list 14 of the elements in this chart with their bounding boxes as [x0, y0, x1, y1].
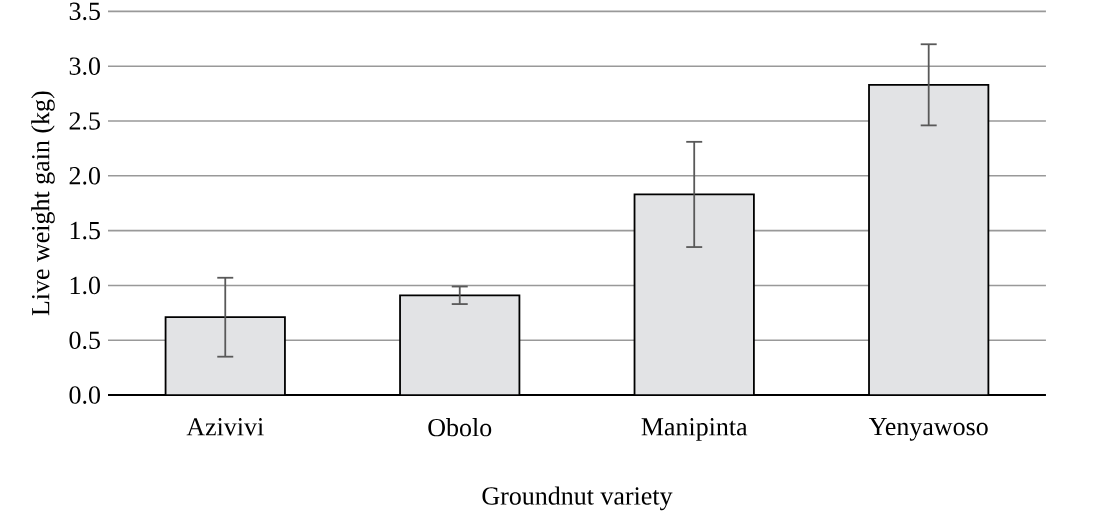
y-tick-label: 3.5	[69, 2, 100, 21]
y-tick-label: 2.0	[69, 166, 100, 185]
y-tick-label: 0.5	[69, 331, 100, 349]
x-tick-label: Manipinta	[641, 417, 748, 441]
y-tick-label: 0.0	[69, 386, 100, 404]
y-tick-label: 2.5	[69, 112, 100, 130]
y-tick-label: 1.5	[70, 221, 100, 240]
y-tick-label: 3.0	[69, 57, 100, 75]
x-tick-label: Yenyawoso	[868, 417, 988, 441]
y-axis-title: Live weight gain (kg)	[31, 91, 55, 316]
x-tick-label: Obolo	[428, 417, 492, 437]
y-tick-label: 1.0	[70, 276, 100, 295]
x-tick-label: Azivivi	[186, 417, 264, 436]
x-axis-title: Groundnut variety	[482, 486, 673, 511]
